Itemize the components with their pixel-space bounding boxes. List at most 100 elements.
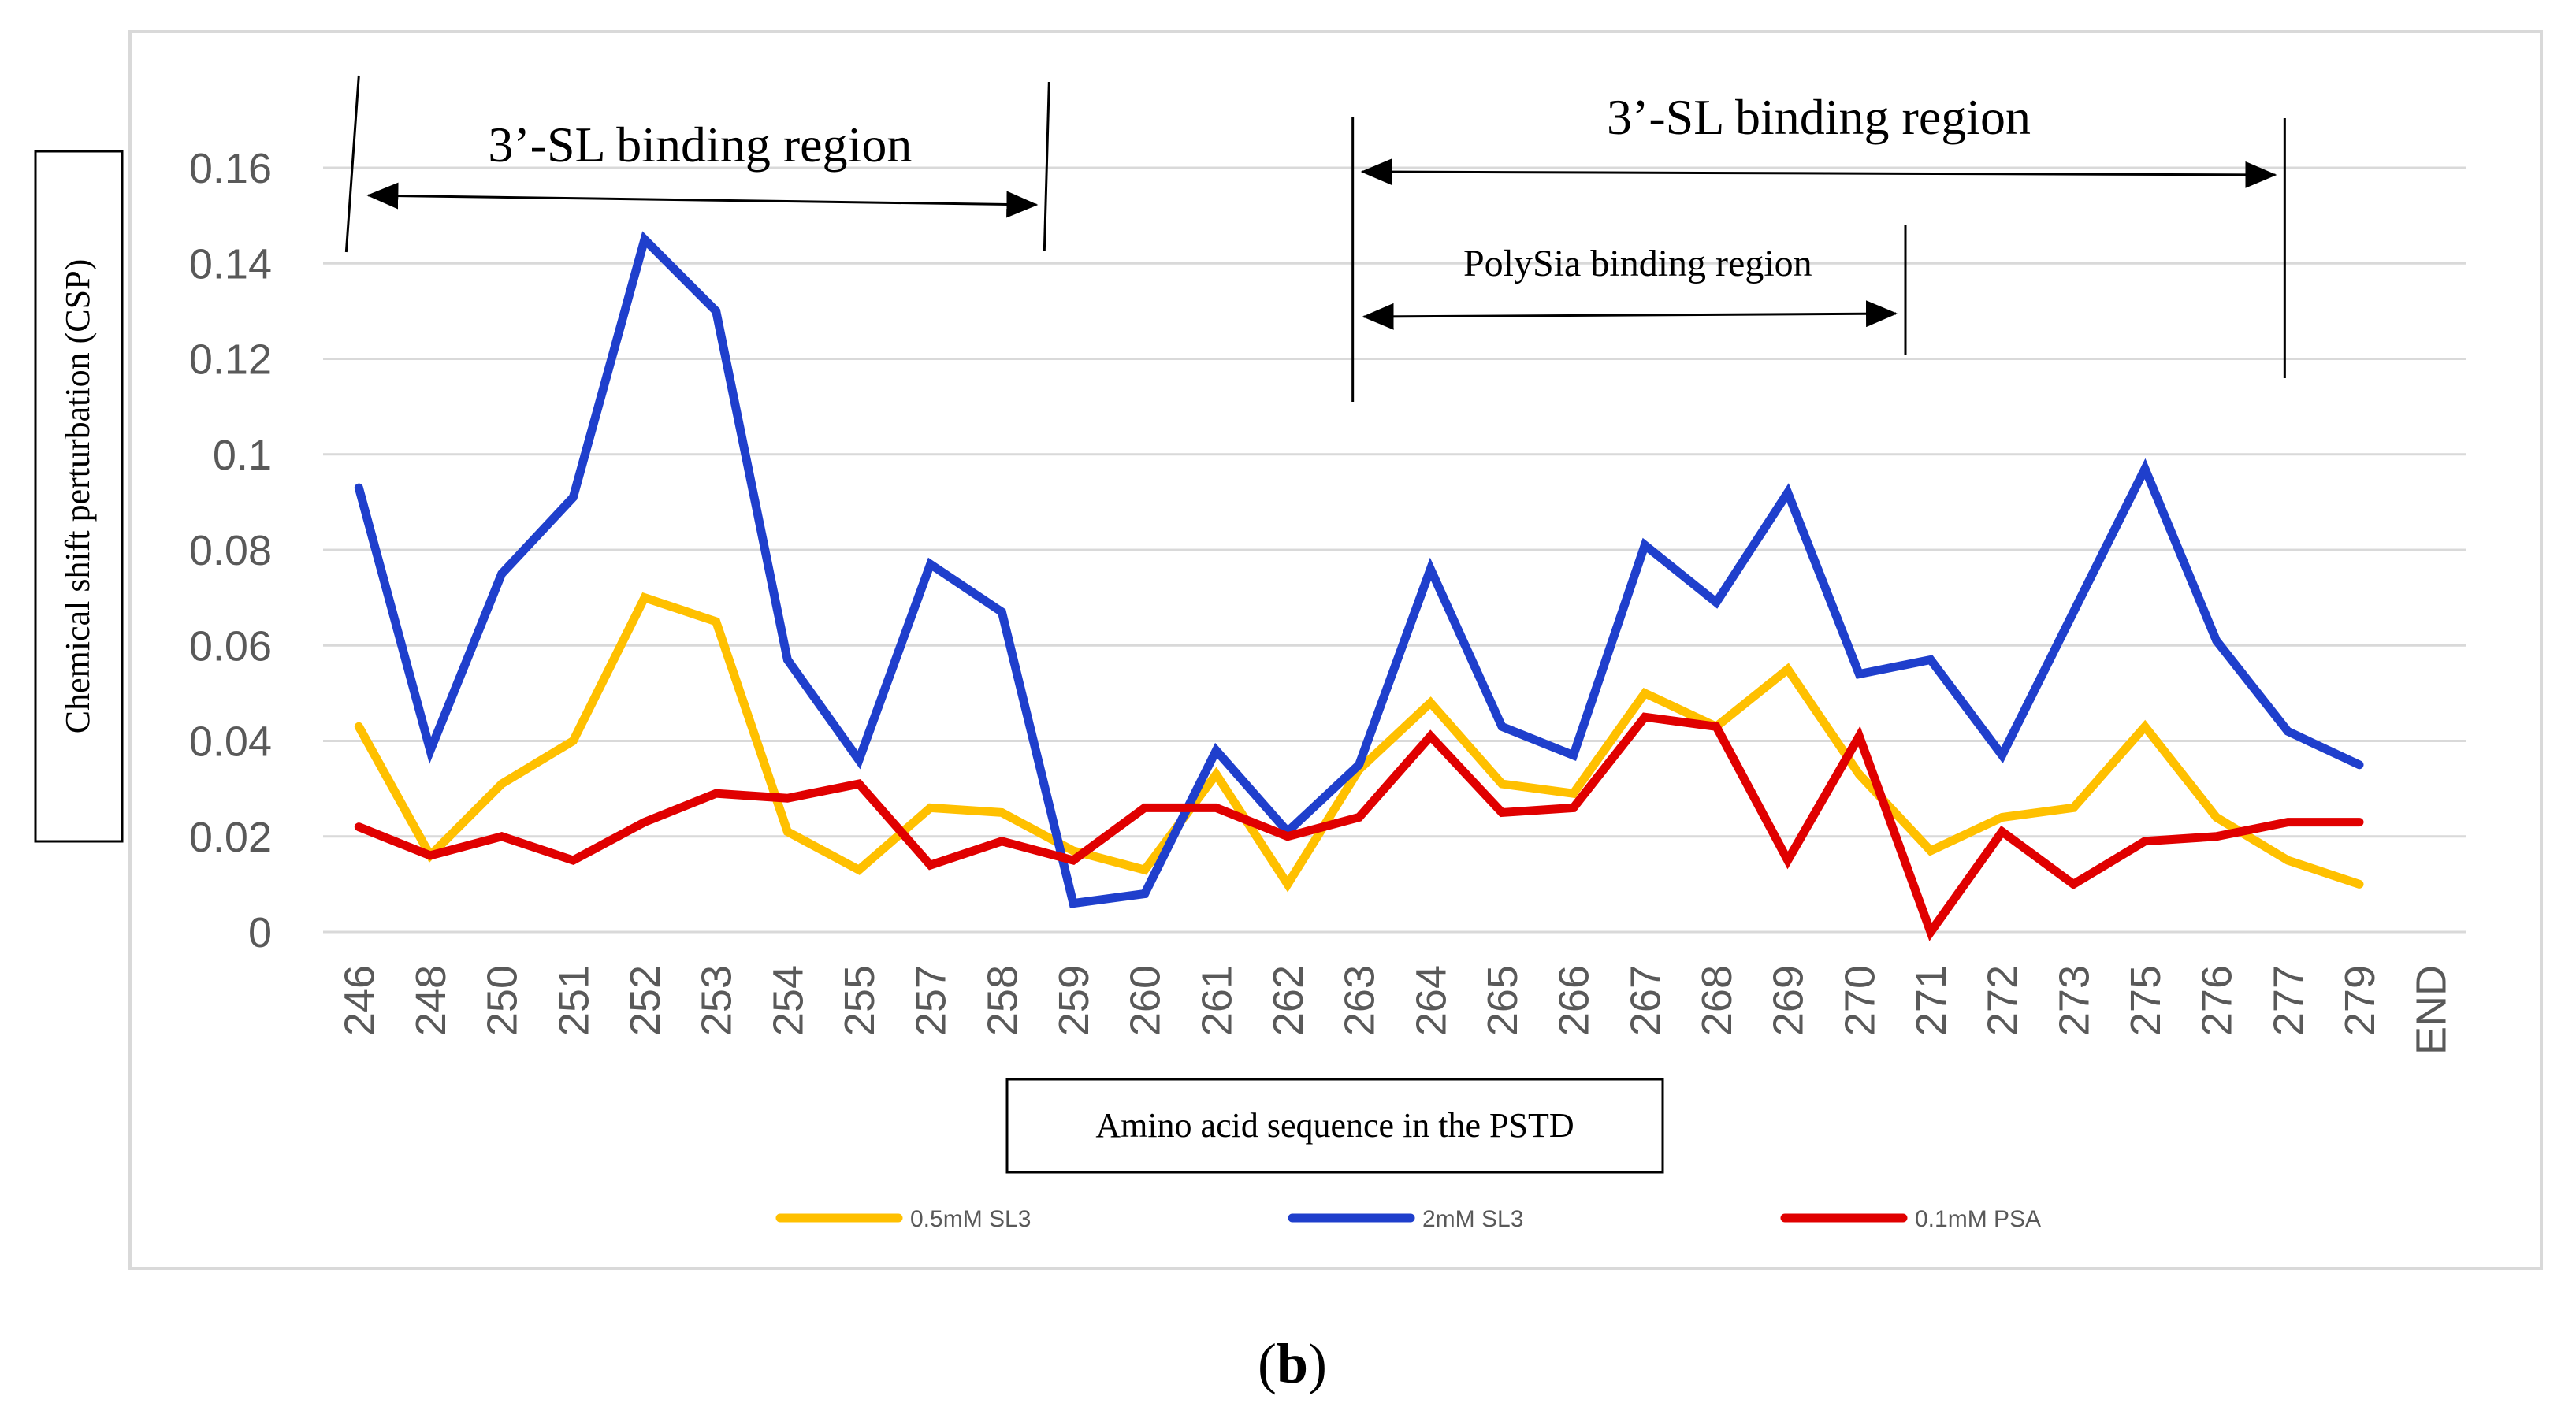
data-point: [572, 859, 574, 861]
data-point: [1072, 859, 1074, 861]
data-point: [1787, 669, 1789, 670]
series-2: [354, 712, 2364, 941]
x-tick-label: 275: [2122, 965, 2169, 1036]
x-tick-label: 258: [979, 965, 1026, 1036]
data-point: [2144, 468, 2146, 470]
x-tick-label: 265: [1479, 965, 1526, 1036]
data-point: [2359, 883, 2360, 885]
x-tick-label: 251: [550, 965, 597, 1036]
y-tick-label: 0.1: [213, 432, 272, 479]
x-tick-label: 276: [2194, 965, 2241, 1036]
x-axis-title: Amino acid sequence in the PSTD: [1095, 1106, 1574, 1145]
data-point: [501, 836, 503, 837]
data-point: [930, 807, 931, 808]
x-tick-label: 266: [1551, 965, 1598, 1036]
x-tick-label: 270: [1836, 965, 1883, 1036]
data-point: [858, 759, 860, 761]
bracket-arrow: [366, 182, 1039, 218]
chart-frame: [128, 30, 2543, 1270]
x-tick-label: 272: [1979, 965, 2027, 1036]
x-tick-label: 269: [1765, 965, 1812, 1036]
data-point: [2359, 764, 2360, 766]
data-point: [2216, 640, 2217, 641]
data-point: [930, 563, 931, 565]
y-tick-label: 0.06: [189, 622, 272, 670]
y-tick-label: 0.04: [189, 718, 272, 766]
data-point: [1215, 750, 1217, 752]
annotation-label: 3’-SL binding region: [1607, 89, 2031, 145]
y-tick-label: 0.08: [189, 527, 272, 574]
x-tick-label: 246: [336, 965, 383, 1036]
x-tick-label: 271: [1908, 965, 1955, 1036]
data-point: [1215, 807, 1217, 808]
data-point: [2072, 883, 2074, 885]
bracket-arrow: [1362, 300, 1898, 330]
bracket-arrow: [1360, 158, 2277, 188]
data-point: [1715, 726, 1717, 727]
data-point: [1144, 869, 1146, 871]
x-tick-label: END: [2408, 965, 2455, 1055]
x-tick-label: 255: [836, 965, 883, 1036]
bracket-line: [1043, 81, 1050, 251]
x-tick-label: 273: [2050, 965, 2098, 1036]
data-point: [1429, 568, 1431, 570]
y-tick-label: 0: [248, 909, 272, 956]
x-tick-label: 254: [764, 965, 812, 1036]
data-point: [2072, 611, 2074, 613]
bracket-line: [344, 75, 360, 253]
data-point: [1072, 903, 1074, 904]
x-tick-label: 250: [479, 965, 526, 1036]
x-tick-label: 248: [407, 965, 455, 1036]
x-tick-label: 267: [1622, 965, 1669, 1036]
series-1: [354, 231, 2364, 908]
x-tick-label: 262: [1265, 965, 1312, 1036]
data-point: [1501, 726, 1503, 727]
legend: 0.5mM SL3 2mM SL3 0.1mM PSA: [775, 1206, 2041, 1232]
data-point: [1858, 735, 1860, 737]
annotation-label: 3’-SL binding region: [488, 117, 912, 173]
x-tick-label: 263: [1336, 965, 1384, 1036]
x-tick-label: 261: [1193, 965, 1240, 1036]
data-point: [572, 496, 574, 498]
y-axis-title-box: [34, 150, 124, 843]
data-point: [2144, 726, 2146, 727]
data-point: [501, 783, 503, 785]
y-axis-title: Chemical shift perturbation (CSP): [58, 259, 97, 733]
data-point: [1787, 859, 1789, 861]
data-point: [1144, 893, 1146, 894]
data-point: [1501, 811, 1503, 813]
legend-label: 2mM SL3: [1422, 1206, 1523, 1232]
data-point: [786, 831, 788, 833]
annotation-label: PolySia binding region: [1463, 243, 1812, 284]
data-point: [930, 864, 931, 866]
series-layer: [354, 231, 2364, 941]
y-axis-ticks: 0 0.02 0.04 0.06 0.08 0.1 0.12 0.14 0.16: [189, 145, 272, 956]
x-tick-label: 264: [1407, 965, 1455, 1036]
x-tick-label: 260: [1122, 965, 1169, 1036]
x-axis-title-box: [1005, 1078, 1664, 1174]
x-tick-label: 259: [1050, 965, 1098, 1036]
data-point: [858, 783, 860, 785]
data-point: [786, 659, 788, 660]
y-tick-label: 0.12: [189, 336, 272, 384]
x-tick-label: 253: [693, 965, 741, 1036]
x-axis-ticks: 246 248 250 251 252 253 254 255 257 258 259 260 261 2…: [336, 965, 2455, 1055]
x-tick-label: 277: [2265, 965, 2312, 1036]
annotations: 3’-SL binding region 3’-SL binding region…: [344, 75, 2286, 402]
data-point: [2216, 817, 2217, 818]
data-point: [1715, 602, 1717, 603]
data-point: [1429, 702, 1431, 704]
x-tick-label: 279: [2336, 965, 2384, 1036]
data-point: [1501, 783, 1503, 785]
data-point: [1573, 807, 1574, 808]
data-point: [858, 869, 860, 871]
data-point: [1787, 492, 1789, 493]
legend-label: 0.5mM SL3: [910, 1206, 1031, 1232]
data-point: [1144, 807, 1146, 808]
data-point: [2216, 836, 2217, 837]
data-point: [2072, 807, 2074, 808]
x-tick-label: 268: [1693, 965, 1741, 1036]
x-tick-label: 257: [908, 965, 955, 1036]
data-point: [1429, 735, 1431, 737]
